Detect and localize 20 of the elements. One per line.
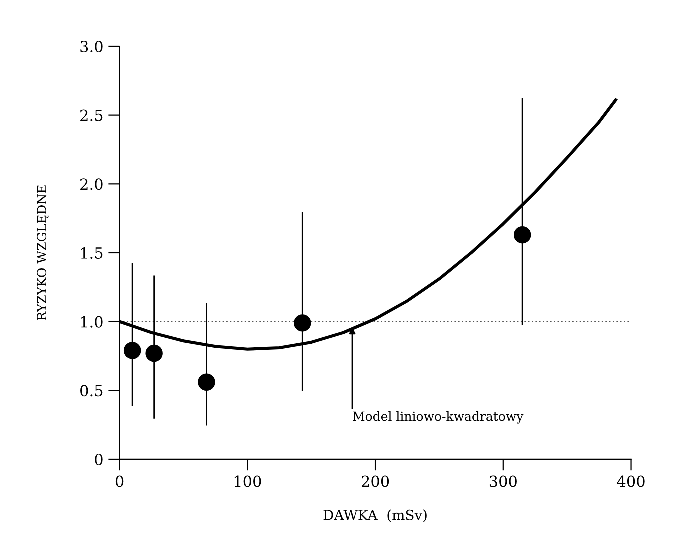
y-tick-label: 2.5 <box>80 110 103 122</box>
annotation: Model liniowo-kwadratowy <box>353 411 524 424</box>
x-axis-title: DAWKA (mSv) <box>324 510 427 522</box>
point <box>124 342 142 360</box>
point <box>198 374 216 391</box>
x-tick-label: 400 <box>617 476 645 488</box>
y-tick-label: 0.5 <box>80 385 103 397</box>
point <box>294 314 312 332</box>
point <box>146 344 163 362</box>
point <box>514 226 532 244</box>
x-tick-label: 0 <box>116 476 124 488</box>
y-tick-label: 1.0 <box>81 316 103 328</box>
y-tick-label: 0 <box>95 454 103 466</box>
x-tick-label: 300 <box>490 476 517 488</box>
y-tick-label: 1.5 <box>81 247 103 260</box>
x-tick-label: 200 <box>362 476 390 488</box>
x-tick-label: 100 <box>234 476 262 488</box>
y-tick-label: 2.0 <box>80 178 103 190</box>
y-tick-label: 3.0 <box>80 40 103 53</box>
y-axis-title: RYZYKO WZGLĘDNE <box>37 186 49 321</box>
